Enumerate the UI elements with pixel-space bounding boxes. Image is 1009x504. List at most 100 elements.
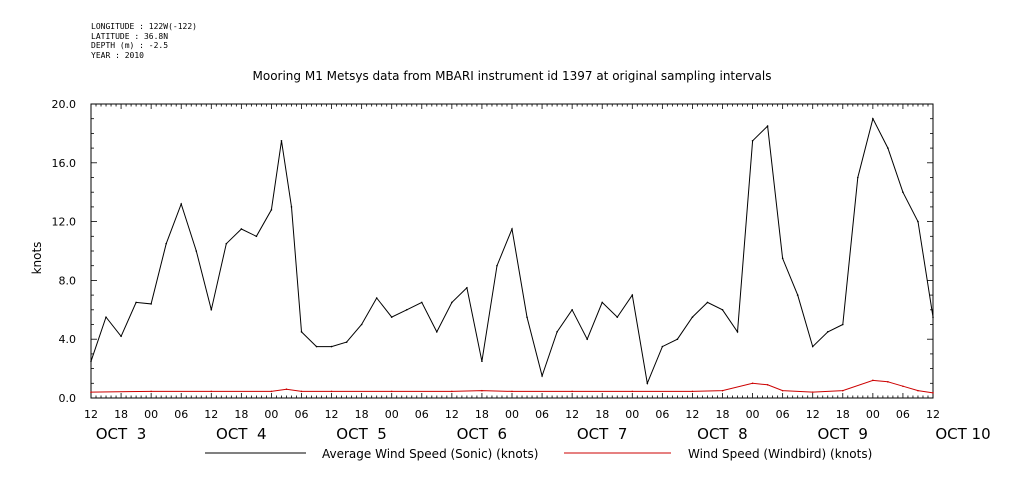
series-2-point (872, 379, 874, 382)
x-tick-label: 00 (264, 408, 278, 421)
series-1-point (120, 335, 122, 338)
series-2-point (330, 390, 333, 393)
series-2-point (390, 390, 393, 393)
series-2-point (285, 388, 288, 390)
x-tick-label: 12 (806, 408, 820, 421)
series-2-point (811, 391, 814, 393)
series-1-point (135, 301, 137, 304)
series-2-point (841, 389, 844, 392)
x-tick-label: 12 (445, 408, 459, 421)
axis-ticks: 12 18 00 06 12 18 00 06 12 18 00 06 12 18 00 06 12 18 00 06… (52, 98, 991, 443)
x-tick-label: 00 (746, 408, 760, 421)
series-1-point (932, 316, 934, 318)
series-1-point (631, 294, 634, 296)
x-tick-label: 12 (926, 408, 940, 421)
series-1-point (315, 345, 318, 348)
series-2-point (691, 390, 694, 393)
series-2-point (300, 390, 303, 393)
series-1-point (330, 345, 333, 348)
series-1-point (586, 338, 588, 341)
series-1-point (872, 117, 874, 120)
y-axis-label: knots (30, 242, 44, 275)
x-tick-label: 18 (114, 408, 128, 421)
series-1-point (721, 309, 724, 311)
x-tick-label: 18 (595, 408, 609, 421)
series-1-point (436, 331, 438, 333)
day-label: OCT 6 (457, 425, 508, 443)
x-tick-label: 00 (505, 408, 519, 421)
y-tick-label: 8.0 (59, 274, 77, 287)
series-1-point (736, 331, 739, 333)
x-tick-label: 06 (896, 408, 910, 421)
x-tick-label: 12 (565, 408, 579, 421)
day-label: OCT 8 (697, 425, 748, 443)
series-1-point (105, 316, 107, 318)
latitude-text: LATITUDE : 36.8N (91, 31, 169, 41)
x-tick-label: 06 (174, 408, 188, 421)
series-1-point (195, 250, 198, 252)
series-1-point (375, 297, 378, 299)
series-1-point (165, 242, 167, 245)
x-tick-label: 12 (84, 408, 98, 421)
x-tick-label: 06 (535, 408, 549, 421)
series-1-point (466, 286, 468, 289)
series-1-point (180, 203, 183, 205)
x-tick-label: 06 (295, 408, 309, 421)
series-1-point (541, 375, 543, 377)
x-tick-label: 00 (625, 408, 639, 421)
series-1-point (781, 257, 784, 260)
series-2-point (210, 390, 213, 393)
series-1-point (451, 301, 453, 304)
legend: Average Wind Speed (Sonic) (knots) Wind S… (205, 447, 872, 461)
series-2-point (90, 391, 92, 393)
series-1-point (526, 316, 528, 318)
series-1-point (345, 341, 348, 343)
series-1-point (481, 360, 483, 363)
series-2-point (751, 382, 754, 385)
y-tick-label: 12.0 (52, 216, 77, 229)
series-1-point (511, 228, 513, 230)
series-1-point (280, 139, 283, 142)
series-1-point (496, 264, 498, 267)
y-tick-label: 4.0 (59, 333, 77, 346)
x-tick-label: 18 (355, 408, 369, 421)
series-1-point (405, 309, 408, 311)
day-label: OCT 4 (216, 425, 267, 443)
year-text: YEAR : 2010 (91, 50, 144, 60)
longitude-text: LONGITUDE : 122W(-122) (91, 22, 197, 31)
series-1-point (601, 301, 604, 304)
series-2-point (270, 390, 273, 393)
series-1-point (225, 242, 228, 245)
series-1-point (390, 316, 393, 318)
series-2-point (571, 390, 573, 393)
series-1-point (210, 309, 213, 311)
y-tick-label: 16.0 (52, 157, 77, 170)
day-label: OCT 10 (935, 425, 990, 443)
y-tick-label: 20.0 (52, 98, 77, 111)
x-tick-label: 18 (234, 408, 248, 421)
series-line-1 (90, 117, 934, 386)
series-1-point (556, 331, 558, 333)
chart-title: Mooring M1 Metsys data from MBARI instru… (253, 69, 772, 83)
x-tick-label: 18 (716, 408, 730, 421)
series-1-point (571, 309, 573, 311)
series-1-point (841, 323, 844, 326)
x-tick-label: 00 (866, 408, 880, 421)
series-1-point (706, 301, 709, 304)
series-2-point (781, 389, 784, 392)
series-1-point (917, 220, 919, 223)
x-tick-label: 18 (475, 408, 489, 421)
day-label: OCT 7 (577, 425, 628, 443)
series-2-point (511, 390, 513, 393)
series-1-point (676, 338, 679, 341)
series-1-point (90, 360, 92, 363)
x-tick-label: 12 (325, 408, 339, 421)
series-2-point (631, 390, 634, 393)
x-tick-label: 06 (776, 408, 790, 421)
series-1-point (360, 323, 363, 326)
series-1-point (420, 301, 423, 304)
series-1-point (240, 228, 243, 230)
y-tick-label: 0.0 (59, 392, 77, 405)
series-2-point (766, 383, 769, 386)
